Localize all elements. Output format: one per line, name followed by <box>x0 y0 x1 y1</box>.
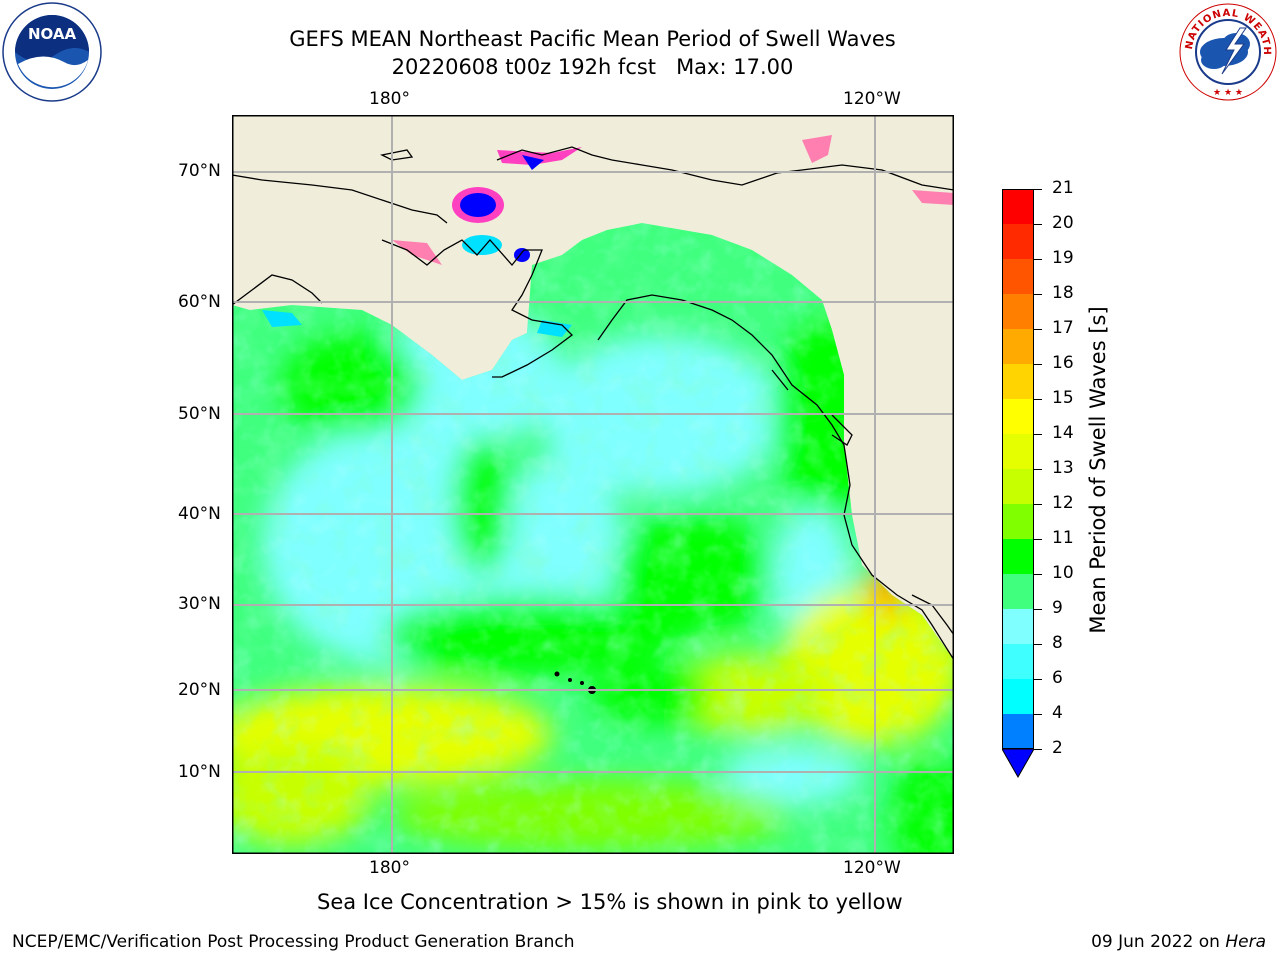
colorbar-band <box>1002 364 1034 399</box>
colorbar-tick-label: 4 <box>1052 703 1063 723</box>
lon-label-180-top: 180° <box>369 89 410 109</box>
colorbar-band <box>1002 504 1034 539</box>
colorbar-tick-label: 8 <box>1052 633 1063 653</box>
colorbar-tick-mark <box>1034 469 1042 470</box>
colorbar-band <box>1002 329 1034 364</box>
colorbar-band <box>1002 469 1034 504</box>
colorbar-tick-mark <box>1034 294 1042 295</box>
sea-ice-caption: Sea Ice Concentration > 15% is shown in … <box>317 890 903 914</box>
coastlines <box>232 146 954 661</box>
svg-text:NOAA: NOAA <box>28 25 77 43</box>
colorbar-tick-mark <box>1034 574 1042 575</box>
colorbar-tick-label: 16 <box>1052 353 1074 373</box>
lat-label-30n: 30°N <box>178 594 221 614</box>
colorbar-tick-label: 19 <box>1052 248 1074 268</box>
colorbar-tick-label: 12 <box>1052 493 1074 513</box>
colorbar-tick-label: 11 <box>1052 528 1074 548</box>
colorbar-extend-arrow <box>1001 748 1035 779</box>
colorbar-tick-label: 15 <box>1052 388 1074 408</box>
colorbar-tick-label: 6 <box>1052 668 1063 688</box>
colorbar-tick-mark <box>1034 749 1042 750</box>
footer-credit: NCEP/EMC/Verification Post Processing Pr… <box>12 932 575 952</box>
colorbar-label: Mean Period of Swell Waves [s] <box>1086 306 1110 634</box>
colorbar-band <box>1002 714 1034 749</box>
colorbar-tick-label: 13 <box>1052 458 1074 478</box>
lon-label-120w-bottom: 120°W <box>843 858 901 878</box>
lat-label-20n: 20°N <box>178 680 221 700</box>
chart-subtitle: 20220608 t00z 192h fcst Max: 17.00 <box>391 55 794 79</box>
colorbar-tick-label: 14 <box>1052 423 1074 443</box>
colorbar-band <box>1002 644 1034 679</box>
colorbar <box>1001 189 1035 783</box>
footer-host: Hera <box>1225 932 1266 952</box>
colorbar-tick-mark <box>1034 329 1042 330</box>
colorbar-band <box>1002 259 1034 294</box>
colorbar-tick-label: 18 <box>1052 283 1074 303</box>
colorbar-band <box>1002 679 1034 714</box>
colorbar-band <box>1002 539 1034 574</box>
colorbar-tick-mark <box>1034 364 1042 365</box>
colorbar-tick-mark <box>1034 189 1042 190</box>
graticule <box>232 115 954 854</box>
sea-ice-patches <box>262 135 954 337</box>
colorbar-tick-mark <box>1034 259 1042 260</box>
lat-label-60n: 60°N <box>178 292 221 312</box>
lon-label-180-bottom: 180° <box>369 858 410 878</box>
colorbar-tick-label: 2 <box>1052 738 1063 758</box>
colorbar-tick-mark <box>1034 644 1042 645</box>
lat-label-70n: 70°N <box>178 161 221 181</box>
colorbar-tick-label: 17 <box>1052 318 1074 338</box>
lat-label-40n: 40°N <box>178 504 221 524</box>
colorbar-tick-mark <box>1034 224 1042 225</box>
colorbar-tick-mark <box>1034 714 1042 715</box>
footer-date: 09 Jun 2022 on Hera <box>1091 932 1266 952</box>
colorbar-tick-label: 21 <box>1052 178 1074 198</box>
colorbar-outline <box>1002 189 1034 749</box>
footer-date-text: 09 Jun 2022 on <box>1091 932 1226 952</box>
colorbar-tick-mark <box>1034 679 1042 680</box>
chart-title: GEFS MEAN Northeast Pacific Mean Period … <box>289 27 896 51</box>
colorbar-tick-mark <box>1034 504 1042 505</box>
colorbar-tick-mark <box>1034 609 1042 610</box>
colorbar-band <box>1002 434 1034 469</box>
colorbar-tick-mark <box>1034 539 1042 540</box>
colorbar-band <box>1002 294 1034 329</box>
svg-text:★ ★ ★: ★ ★ ★ <box>1213 88 1243 98</box>
colorbar-band <box>1002 189 1034 224</box>
lat-label-50n: 50°N <box>178 404 221 424</box>
colorbar-band <box>1002 224 1034 259</box>
colorbar-tick-label: 9 <box>1052 598 1063 618</box>
noaa-logo-icon: NOAA <box>2 2 102 102</box>
colorbar-tick-label: 20 <box>1052 213 1074 233</box>
lon-label-120w-top: 120°W <box>843 89 901 109</box>
swell-period-map <box>232 115 954 854</box>
colorbar-band <box>1002 399 1034 434</box>
lat-label-10n: 10°N <box>178 762 221 782</box>
colorbar-band <box>1002 574 1034 609</box>
colorbar-band <box>1002 609 1034 644</box>
colorbar-tick-mark <box>1034 434 1042 435</box>
colorbar-tick-mark <box>1034 399 1042 400</box>
nws-logo-icon: NATIONAL WEATHER SERVICE ★ ★ ★ <box>1174 0 1278 102</box>
colorbar-tick-label: 10 <box>1052 563 1074 583</box>
